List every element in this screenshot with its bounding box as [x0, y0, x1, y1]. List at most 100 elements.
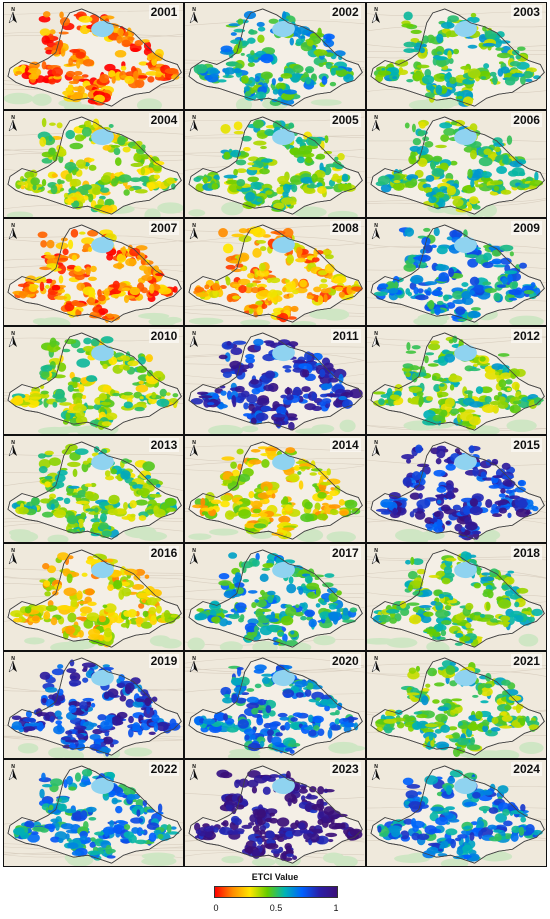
etci-patch	[237, 713, 272, 736]
north-arrow-icon: N	[189, 7, 199, 24]
etci-patch	[65, 514, 86, 533]
etci-patch	[244, 696, 277, 717]
etci-patch	[331, 280, 363, 301]
north-arrow-icon: N	[371, 548, 380, 565]
lake	[453, 453, 477, 470]
lake	[272, 561, 296, 578]
etci-patch	[194, 715, 223, 733]
lake	[91, 561, 114, 578]
svg-text:N: N	[193, 7, 197, 13]
map-panel-2024: N 2024	[366, 759, 546, 866]
basemap-vegetation	[6, 211, 34, 218]
etci-patch	[40, 686, 66, 708]
basemap-vegetation	[148, 317, 177, 326]
year-label: 2017	[329, 545, 361, 560]
lake	[453, 128, 477, 146]
etci-map-2012	[366, 332, 546, 434]
lake	[91, 20, 114, 38]
etci-patch	[43, 39, 69, 57]
lake	[91, 345, 114, 362]
basemap-vegetation	[252, 857, 276, 866]
lake	[272, 777, 296, 794]
year-label: 2010	[148, 329, 180, 344]
map-panel-2023: N 2023	[185, 759, 365, 866]
etci-patch	[38, 11, 87, 45]
year-label: 2022	[148, 761, 180, 776]
svg-text:N: N	[193, 115, 197, 121]
north-arrow-icon: N	[189, 440, 199, 457]
basemap-vegetation	[37, 317, 71, 326]
etci-patch	[95, 494, 129, 517]
basemap-vegetation	[295, 428, 328, 434]
year-label: 2001	[148, 5, 180, 19]
basemap-vegetation	[209, 527, 239, 536]
etci-patch	[219, 551, 270, 585]
map-panel-2022: N 2022	[4, 759, 184, 866]
etci-map-2008	[185, 224, 365, 326]
etci-patch	[454, 520, 481, 540]
etci-patch	[400, 11, 451, 45]
etci-map-2015	[366, 441, 546, 542]
etci-patch	[90, 521, 119, 538]
year-label: 2007	[148, 221, 180, 236]
etci-patch	[311, 803, 349, 828]
svg-text:N: N	[374, 115, 378, 121]
map-panel-2010: N 2010	[4, 327, 184, 434]
etci-map-2014	[185, 441, 365, 542]
svg-text:N: N	[374, 548, 378, 554]
etci-patch	[114, 26, 153, 58]
north-arrow-icon: N	[189, 548, 199, 565]
etci-patch	[498, 479, 526, 501]
etci-patch	[246, 156, 278, 176]
etci-patch	[12, 281, 39, 299]
region-outline	[7, 657, 182, 756]
svg-text:N: N	[374, 331, 378, 337]
north-arrow-icon: N	[371, 656, 380, 673]
etci-patch	[510, 715, 540, 732]
basemap-vegetation	[4, 92, 34, 105]
lake	[272, 128, 296, 146]
basemap-vegetation	[508, 315, 544, 326]
etci-patch	[256, 289, 292, 306]
region-outline	[7, 8, 182, 107]
lake	[91, 777, 114, 794]
etci-map-2011	[185, 332, 365, 434]
etci-patch	[64, 157, 97, 176]
map-panel-2012: N 2012	[366, 327, 546, 434]
etci-patch	[146, 174, 178, 191]
etci-patch	[443, 504, 472, 526]
north-arrow-icon: N	[8, 115, 17, 132]
basemap-vegetation	[47, 534, 69, 542]
basemap-vegetation	[474, 749, 504, 758]
etci-patch	[130, 803, 164, 827]
etci-patch	[452, 844, 481, 862]
region-outline	[370, 657, 545, 756]
etci-patch	[330, 65, 355, 83]
basemap-vegetation	[326, 530, 357, 542]
etci-patch	[218, 579, 247, 599]
legend-tick-mid: 0.5	[269, 903, 283, 913]
year-label: 2006	[511, 113, 542, 128]
etci-patch	[243, 406, 269, 425]
etci-patch	[64, 805, 97, 822]
etci-patch	[271, 845, 298, 861]
etci-patch	[228, 816, 271, 845]
etci-map-2001	[4, 8, 184, 110]
etci-patch	[373, 281, 402, 301]
etci-patch	[149, 64, 180, 81]
lake	[91, 237, 114, 254]
etci-patch	[10, 605, 41, 625]
lake	[453, 345, 477, 362]
year-label: 2013	[148, 437, 180, 452]
etci-patch	[424, 516, 445, 533]
etci-patch	[431, 45, 459, 68]
etci-patch	[314, 153, 346, 179]
etci-patch	[375, 498, 402, 516]
north-arrow-icon: N	[371, 115, 380, 132]
etci-patch	[220, 360, 251, 381]
basemap-vegetation	[440, 858, 468, 866]
etci-patch	[104, 61, 127, 84]
svg-text:N: N	[193, 440, 197, 446]
lake	[91, 128, 114, 146]
etci-patch	[463, 168, 493, 192]
